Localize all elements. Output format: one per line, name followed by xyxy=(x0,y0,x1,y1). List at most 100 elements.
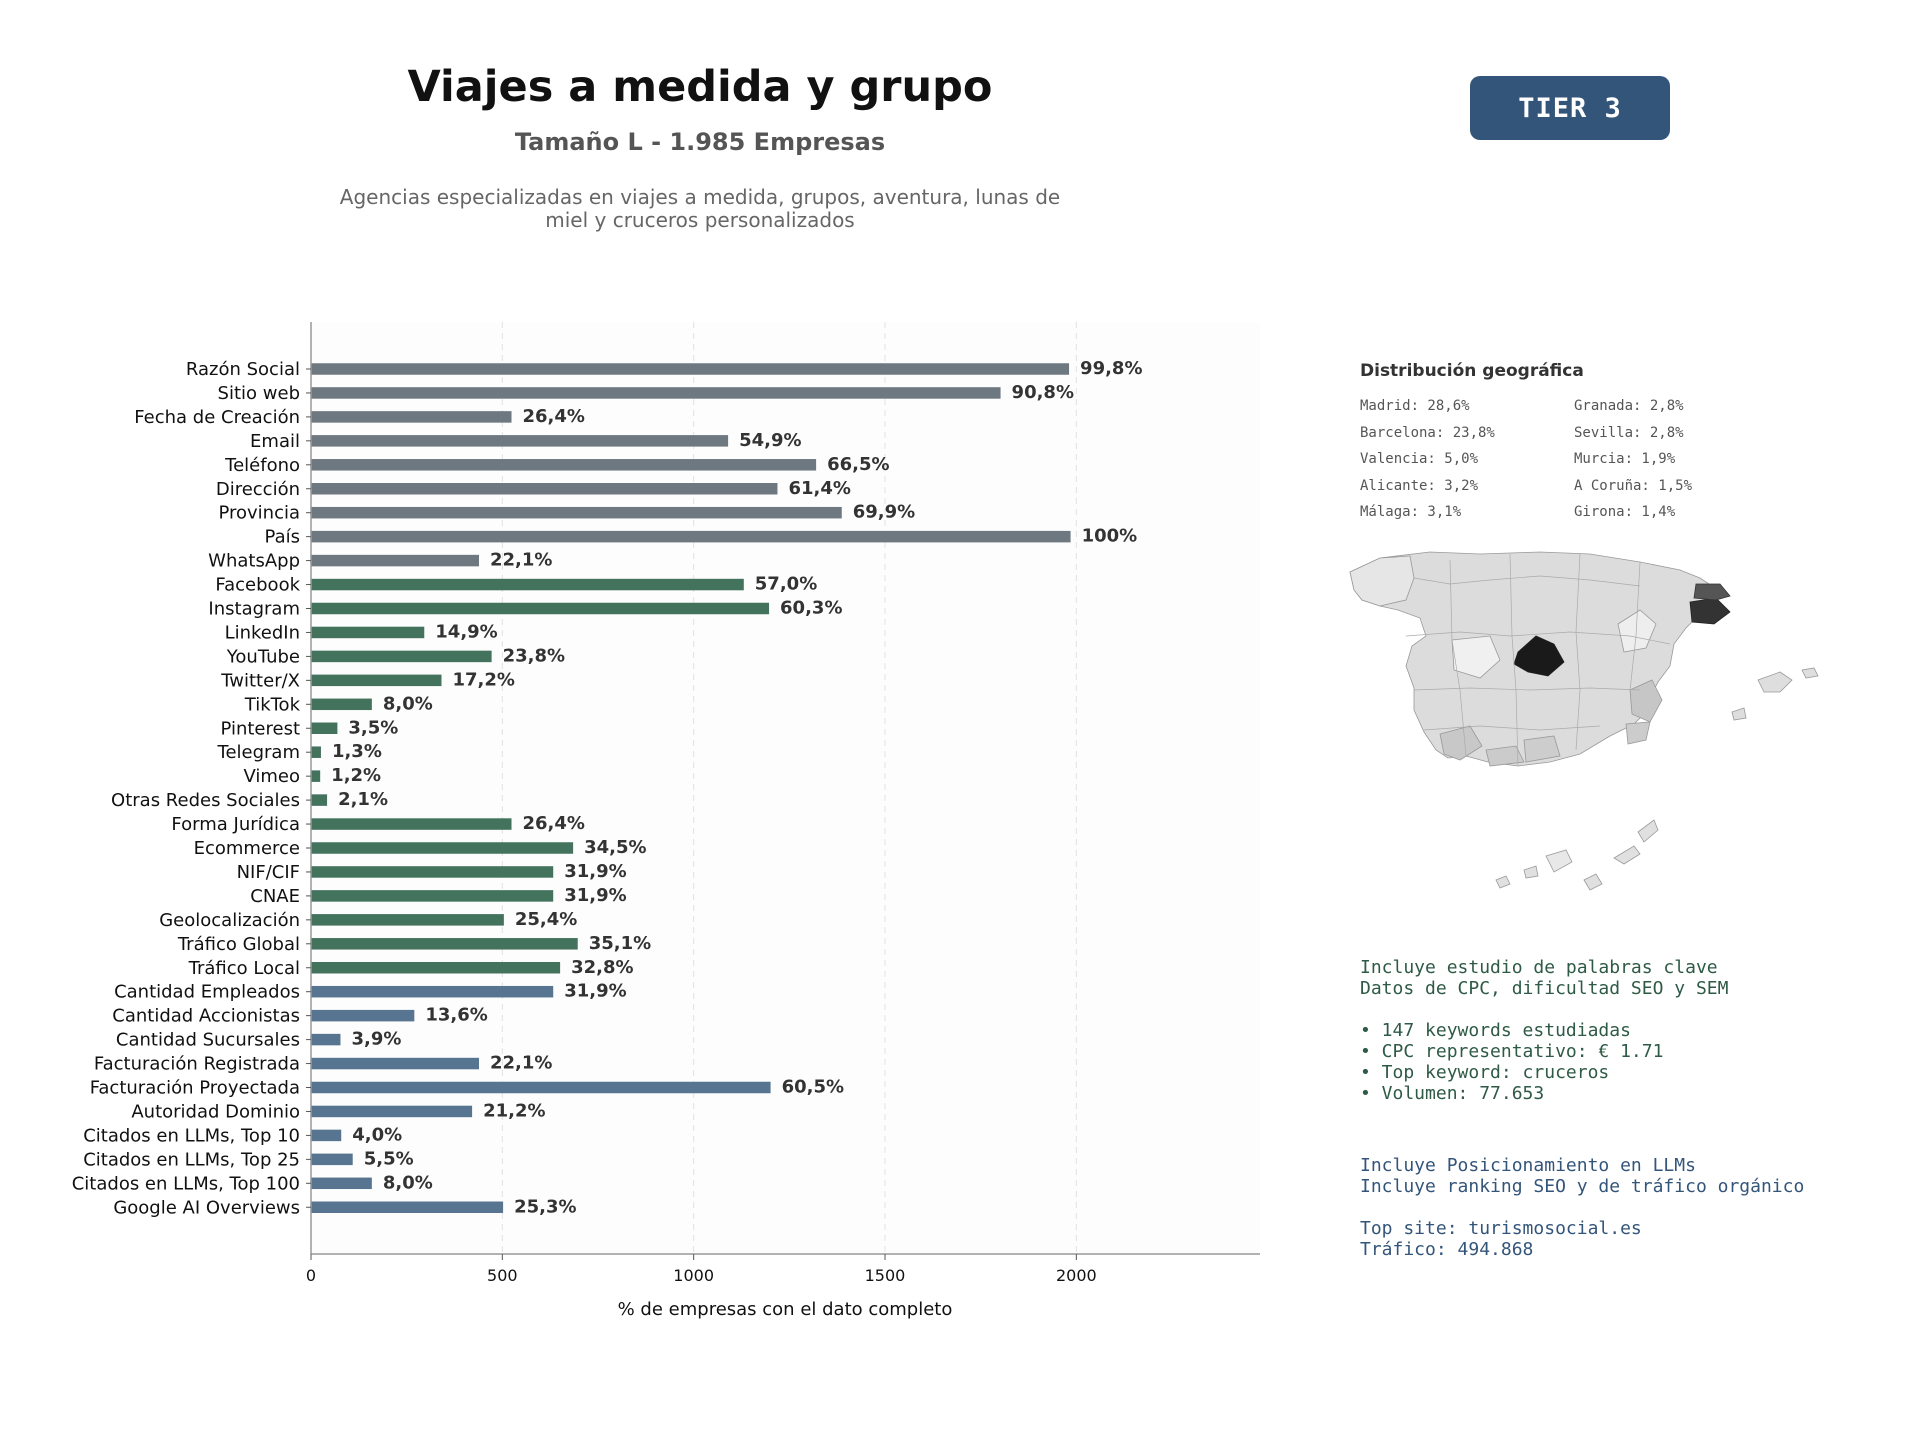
category-label: Forma Jurídica xyxy=(171,814,300,835)
bar xyxy=(311,554,479,567)
value-label: 1,2% xyxy=(331,765,381,786)
bar xyxy=(311,842,574,854)
category-label: Citados en LLMs, Top 25 xyxy=(83,1149,300,1170)
category-label: Cantidad Empleados xyxy=(114,982,300,1003)
bar xyxy=(311,650,492,663)
barcelona-region xyxy=(1689,597,1731,625)
value-label: 69,9% xyxy=(853,502,915,523)
category-label: Provincia xyxy=(218,503,300,524)
value-label: 13,6% xyxy=(425,1005,487,1026)
value-label: 32,8% xyxy=(571,957,633,978)
bar xyxy=(311,1177,372,1190)
category-label: Citados en LLMs, Top 100 xyxy=(72,1173,300,1194)
canary-islands xyxy=(1545,849,1573,873)
category-label: Instagram xyxy=(208,599,300,620)
category-label: Facturación Registrada xyxy=(94,1054,300,1075)
llm-info: Incluye Posicionamiento en LLMs Incluye … xyxy=(1360,1155,1900,1260)
bar xyxy=(311,1033,341,1046)
bar xyxy=(311,866,554,878)
bar xyxy=(311,1129,342,1142)
value-label: 8,0% xyxy=(383,1172,433,1193)
category-label: Teléfono xyxy=(224,455,300,476)
value-label: 99,8% xyxy=(1080,358,1142,379)
category-label: Tráfico Global xyxy=(177,934,300,955)
traffic-value: Tráfico: 494.868 xyxy=(1360,1239,1534,1260)
llm-line: Incluye ranking SEO y de tráfico orgánic… xyxy=(1360,1176,1805,1197)
value-label: 35,1% xyxy=(589,933,651,954)
category-label: Facebook xyxy=(215,575,300,596)
value-label: 61,4% xyxy=(788,478,850,499)
bar xyxy=(311,411,512,423)
canary-islands xyxy=(1495,875,1511,889)
category-label: NIF/CIF xyxy=(237,862,300,883)
page-description: Agencias especializadas en viajes a medi… xyxy=(339,185,1061,232)
value-label: 21,2% xyxy=(483,1100,545,1121)
top-site: Top site: turismosocial.es xyxy=(1360,1218,1642,1239)
value-label: 54,9% xyxy=(739,430,801,451)
geo-item: Sevilla: 2,8% xyxy=(1574,424,1684,441)
bar xyxy=(311,530,1071,543)
llm-line: Incluye Posicionamiento en LLMs xyxy=(1360,1155,1696,1176)
bar xyxy=(311,1153,353,1166)
x-tick-label: 1500 xyxy=(865,1266,906,1285)
bar xyxy=(311,1081,771,1094)
x-tick-label: 2000 xyxy=(1056,1266,1097,1285)
geo-item: Alicante: 3,2% xyxy=(1360,477,1479,494)
bar xyxy=(311,459,817,471)
value-label: 25,3% xyxy=(514,1196,576,1217)
bar xyxy=(311,483,778,495)
value-label: 100% xyxy=(1082,526,1138,547)
balearic-islands xyxy=(1731,707,1747,721)
value-label: 57,0% xyxy=(755,574,817,595)
madrid-region xyxy=(1513,635,1565,677)
value-label: 26,4% xyxy=(523,813,585,834)
value-label: 60,5% xyxy=(782,1077,844,1098)
category-label: Cantidad Accionistas xyxy=(112,1006,300,1027)
spain-map xyxy=(1340,540,1850,900)
category-label: País xyxy=(265,527,300,548)
category-label: Google AI Overviews xyxy=(113,1197,300,1218)
keyword-bullet: • 147 keywords estudiadas xyxy=(1360,1020,1631,1041)
bar xyxy=(311,602,770,615)
value-label: 66,5% xyxy=(827,454,889,475)
keywords-info: Incluye estudio de palabras clave Datos … xyxy=(1360,957,1880,1104)
page-subtitle: Tamaño L - 1.985 Empresas xyxy=(514,128,886,156)
bar xyxy=(311,770,321,782)
castilla-region xyxy=(1451,635,1501,679)
bar xyxy=(311,1057,479,1070)
girona-region xyxy=(1693,583,1731,601)
value-label: 25,4% xyxy=(515,909,577,930)
keywords-line: Incluye estudio de palabras clave xyxy=(1360,957,1718,978)
bar xyxy=(311,722,338,734)
aragon-region xyxy=(1617,609,1657,653)
value-label: 31,9% xyxy=(564,885,626,906)
bar xyxy=(311,818,512,830)
bar xyxy=(311,890,554,902)
canary-islands xyxy=(1583,873,1603,891)
value-label: 5,5% xyxy=(364,1148,414,1169)
geo-item: Málaga: 3,1% xyxy=(1360,504,1462,520)
category-label: WhatsApp xyxy=(208,551,300,572)
value-label: 1,3% xyxy=(332,741,382,762)
category-label: Twitter/X xyxy=(220,670,300,691)
x-tick-label: 1000 xyxy=(673,1266,714,1285)
category-label: Facturación Proyectada xyxy=(90,1078,300,1099)
category-label: Telegram xyxy=(217,742,300,763)
geo-item: Girona: 1,4% xyxy=(1574,504,1676,520)
value-label: 23,8% xyxy=(503,645,565,666)
bar xyxy=(311,698,372,711)
bar xyxy=(311,387,1001,399)
x-tick-label: 500 xyxy=(487,1266,518,1285)
malaga-region xyxy=(1485,745,1525,767)
keyword-bullet: • CPC representativo: € 1.71 xyxy=(1360,1041,1664,1062)
galicia-region xyxy=(1349,555,1415,607)
canary-islands xyxy=(1523,865,1539,879)
canary-islands xyxy=(1613,845,1641,865)
category-label: TikTok xyxy=(244,694,301,715)
valencia-region xyxy=(1629,679,1663,723)
geo-item: Madrid: 28,6% xyxy=(1360,398,1470,414)
bar xyxy=(311,746,321,758)
keywords-line: Datos de CPC, dificultad SEO y SEM xyxy=(1360,978,1729,999)
granada-region xyxy=(1523,735,1561,763)
